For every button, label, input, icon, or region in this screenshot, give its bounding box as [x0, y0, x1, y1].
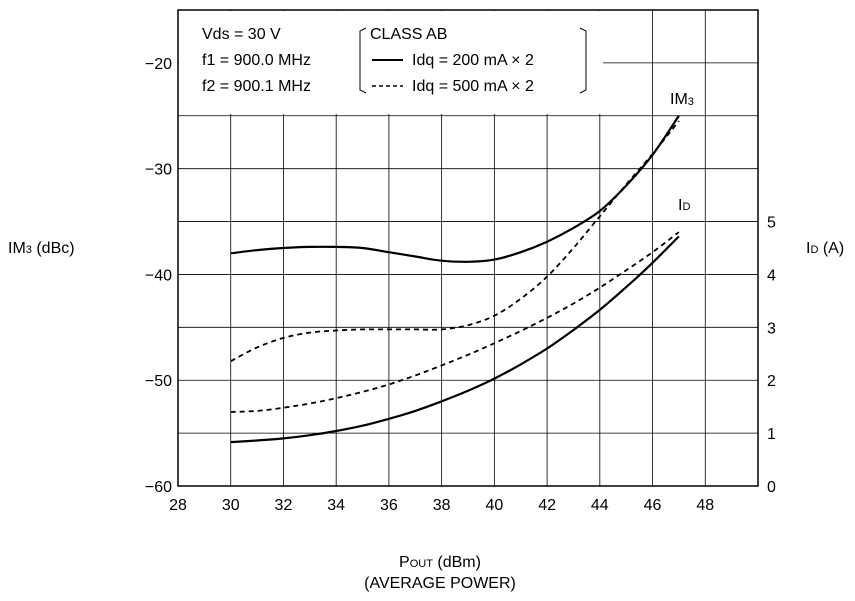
y-right-label-main: I — [806, 240, 810, 257]
legend-entry-idq-200: Idq = 200 mA × 2 — [412, 52, 534, 69]
legend-condition-f1: f1 = 900.0 MHz — [202, 52, 311, 69]
y-left-label-main: IM — [8, 240, 26, 257]
plot-frame — [177, 9, 759, 487]
x-tick-label: 34 — [327, 497, 345, 514]
x-axis-label-line2: (AVERAGE POWER) — [364, 575, 516, 592]
annotation-im3-main: IM — [670, 91, 688, 108]
legend-class-label: CLASS AB — [370, 26, 447, 43]
legend-bracket-left — [359, 27, 367, 94]
legend-entry-idq-500: Idq = 500 mA × 2 — [412, 78, 534, 95]
y-left-tick-label: −60 — [145, 479, 172, 496]
annotation-id-main: I — [678, 197, 682, 214]
tick-labels: 28 30 32 34 36 38 40 42 44 46 48−60−50−40−30−20012… — [145, 56, 776, 514]
series-id-solid — [230, 235, 680, 444]
x-tick-label: 48 — [696, 497, 714, 514]
y-right-tick-label: 1 — [767, 426, 776, 443]
y-right-tick-label: 5 — [767, 215, 776, 232]
legend: Vds = 30 V f1 = 900.0 MHz f2 = 900.1 MHz… — [179, 11, 603, 114]
x-tick-label: 32 — [275, 497, 293, 514]
y-right-tick-label: 0 — [767, 479, 776, 496]
x-label-rest: (dBm) — [433, 554, 481, 571]
y-right-tick-label: 4 — [767, 267, 776, 284]
series-id-dashed — [230, 231, 680, 413]
y-right-label-rest: (A) — [818, 240, 844, 257]
series-group — [230, 115, 680, 444]
annotation-id: ID — [678, 197, 690, 214]
y-axis-right-label: ID (A) — [806, 240, 844, 257]
y-axis-left-label: IM3 (dBc) — [8, 240, 75, 257]
annotation-id-sub: D — [682, 201, 690, 213]
y-right-tick-label: 3 — [767, 320, 776, 337]
y-left-tick-label: −40 — [145, 267, 172, 284]
y-left-tick-label: −50 — [145, 373, 172, 390]
legend-bracket-right — [579, 27, 587, 94]
x-tick-label: 36 — [380, 497, 398, 514]
legend-condition-f2: f2 = 900.1 MHz — [202, 78, 311, 95]
x-label-main: P — [399, 554, 410, 571]
legend-condition-vds: Vds = 30 V — [202, 26, 281, 43]
y-left-tick-label: −30 — [145, 162, 172, 179]
y-left-label-sub: 3 — [26, 244, 32, 256]
y-right-label-sub: D — [810, 244, 818, 256]
legend-background — [179, 11, 603, 114]
x-tick-label: 44 — [591, 497, 609, 514]
x-tick-label: 38 — [433, 497, 451, 514]
y-left-tick-label: −20 — [145, 56, 172, 73]
annotation-im3-sub: 3 — [688, 96, 694, 108]
annotation-im3: IM3 — [670, 91, 694, 108]
y-right-tick-label: 2 — [767, 373, 776, 390]
x-tick-label: 40 — [485, 497, 503, 514]
x-axis-label: POUT (dBm) — [399, 554, 481, 571]
y-left-label-rest: (dBc) — [32, 240, 75, 257]
series-im3-dashed — [230, 120, 680, 362]
x-tick-label: 28 — [169, 497, 187, 514]
series-im3-solid — [230, 115, 680, 263]
x-label-sub: OUT — [410, 558, 434, 570]
x-tick-label: 42 — [538, 497, 556, 514]
x-tick-label: 46 — [644, 497, 662, 514]
x-tick-label: 30 — [222, 497, 240, 514]
